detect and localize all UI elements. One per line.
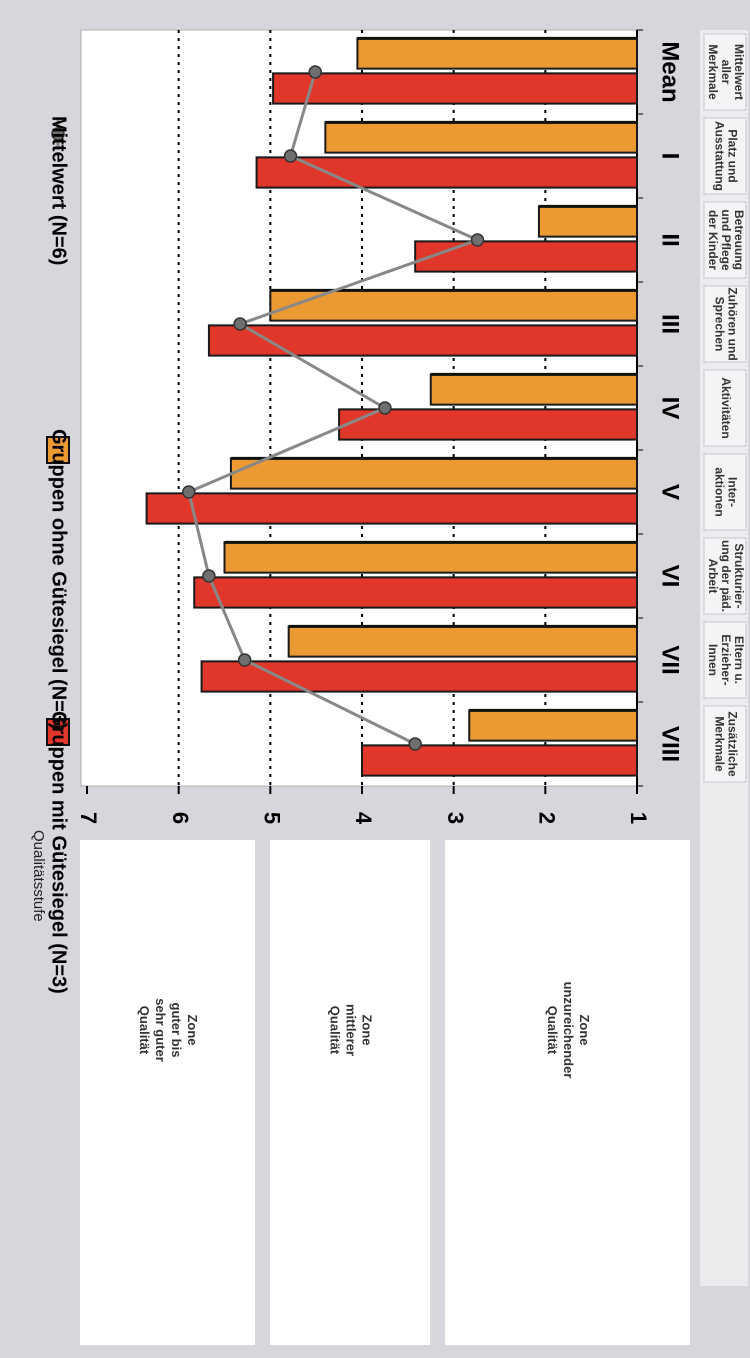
bar-with-seal	[200, 660, 638, 693]
mean-marker	[408, 737, 422, 751]
bar-without-seal	[324, 121, 638, 154]
category-description-line: Aktivitäten	[719, 377, 733, 438]
zone-label-line: mittlerer	[344, 1004, 359, 1056]
zone-label-line: Zone	[185, 1014, 200, 1045]
category-description-line: Inter-	[725, 477, 739, 507]
category-label: Mean	[657, 41, 684, 102]
mean-marker	[283, 149, 298, 163]
category-description-line: Betreuung	[732, 210, 746, 270]
legend-label: Mittelwert (N=6)	[48, 116, 70, 265]
zone-panel	[80, 840, 255, 1345]
category-description-box	[703, 537, 747, 615]
category-description-line: Erzieher-	[719, 634, 733, 685]
category-description-box	[703, 705, 747, 783]
mean-marker	[182, 485, 196, 499]
legend-swatch	[46, 436, 70, 464]
category-description-line: Arbeit	[706, 559, 720, 594]
bar-with-seal	[193, 576, 638, 609]
mean-marker	[378, 401, 392, 415]
bar-with-seal	[255, 156, 638, 189]
value-tick-label: 7	[76, 812, 101, 824]
category-description-box	[703, 285, 747, 363]
category-description-line: aktionen	[712, 467, 726, 516]
bar-without-seal	[356, 37, 638, 70]
value-tick-label: 1	[626, 812, 651, 824]
category-description-line: Merkmale	[712, 716, 726, 772]
category-description-box	[703, 33, 747, 111]
category-label: V	[657, 484, 684, 500]
category-label: IV	[657, 397, 684, 420]
bar-with-seal	[338, 408, 638, 441]
legend-label: Gruppen mit Gütesiegel (N=3)	[48, 711, 70, 994]
bar-with-seal	[272, 72, 638, 105]
category-description-line: Eltern u.	[732, 636, 746, 684]
zone-label-line: Qualität	[328, 1006, 343, 1055]
axis-title: Qualitätsstufe	[30, 830, 47, 922]
legend-marker	[51, 127, 65, 141]
category-label: I	[657, 153, 684, 160]
bar-without-seal	[269, 289, 638, 322]
value-tick-label: 5	[260, 812, 285, 824]
category-label: II	[657, 233, 684, 246]
category-description-line: ung der päd.	[719, 540, 733, 612]
value-tick-label: 2	[535, 812, 560, 824]
value-tick-label: 4	[351, 812, 376, 825]
bar-without-seal	[223, 541, 638, 574]
mean-marker	[237, 653, 252, 667]
mean-marker	[233, 317, 247, 331]
value-tick-label: 3	[443, 812, 468, 824]
category-description-line: Innen	[706, 644, 720, 676]
category-description-box	[703, 453, 747, 531]
category-label: VII	[657, 645, 684, 674]
category-description-box	[703, 621, 747, 699]
category-description-line: Platz und	[725, 129, 739, 182]
category-description-line: Zuhören und	[725, 287, 739, 360]
mean-marker	[470, 233, 485, 247]
bar-without-seal	[537, 205, 639, 238]
bar-without-seal	[468, 709, 638, 742]
zone-label-line: unzureichender	[561, 982, 576, 1079]
bar-with-seal	[414, 240, 638, 273]
legend-swatch	[46, 718, 70, 746]
bar-with-seal	[145, 492, 638, 525]
bar-without-seal	[287, 625, 638, 658]
bar-without-seal	[229, 457, 639, 490]
bar-with-seal	[361, 744, 638, 777]
zone-label-line: Zone	[360, 1014, 375, 1045]
category-description-line: Mittelwert	[732, 44, 746, 100]
category-description-line: Zusätzliche	[725, 711, 739, 777]
mean-marker	[202, 569, 216, 583]
category-description-line: aller	[719, 60, 733, 85]
zone-label-line: Qualität	[137, 1006, 152, 1055]
zone-label-line: Zone	[577, 1014, 592, 1045]
category-description-box	[703, 117, 747, 195]
category-description-line: Ausstattung	[712, 121, 726, 191]
category-description-line: Strukturier-	[732, 543, 746, 608]
category-description-line: und Pflege	[719, 209, 733, 271]
legend-label: Gruppen ohne Gütesiegel (N=3)	[48, 429, 70, 730]
bar-without-seal	[429, 373, 638, 406]
zone-label-line: guter bis	[169, 1003, 184, 1058]
category-label: III	[657, 314, 684, 334]
category-label: VIII	[657, 726, 684, 762]
zone-label-line: Qualität	[545, 1006, 560, 1055]
category-description-line: Sprechen	[712, 297, 726, 352]
value-tick-label: 6	[168, 812, 193, 824]
zone-panel	[270, 840, 430, 1345]
category-description-line: Merkmale	[706, 44, 720, 100]
zone-label-line: sehr guter	[153, 998, 168, 1062]
category-description-box	[703, 369, 747, 447]
mean-marker	[308, 65, 322, 79]
category-description-box	[703, 201, 747, 279]
zone-panel	[445, 840, 690, 1345]
bar-with-seal	[207, 324, 639, 357]
category-description-line: der Kinder	[706, 210, 720, 270]
category-label: VI	[657, 565, 684, 588]
